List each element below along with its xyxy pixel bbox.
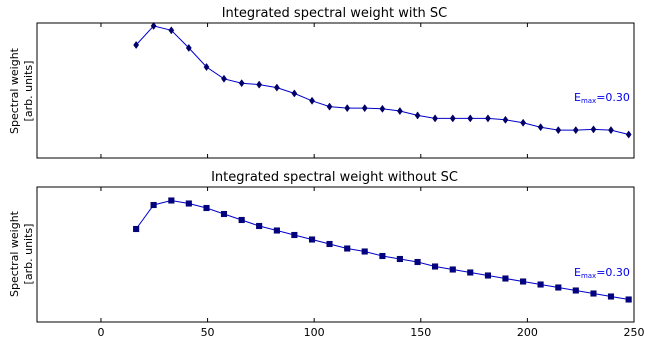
top-x-ticks xyxy=(100,23,635,158)
top-data-point xyxy=(291,89,298,98)
top-data-point xyxy=(221,74,227,83)
x-tick-label: 250 xyxy=(624,326,645,338)
top-data-point xyxy=(485,114,491,123)
top-data-point xyxy=(432,114,438,123)
bottom-data-point xyxy=(326,240,333,248)
top-data-point xyxy=(326,102,333,111)
bottom-series-markers xyxy=(133,197,632,303)
bottom-data-point xyxy=(414,258,421,266)
bottom-x-ticks: 0 50 100 150 200 250 xyxy=(97,187,645,338)
bottom-data-point xyxy=(379,252,386,260)
bottom-data-point xyxy=(220,210,228,218)
top-data-point xyxy=(572,126,579,135)
top-data-point xyxy=(608,126,614,135)
bottom-data-point xyxy=(572,287,579,294)
top-data-point xyxy=(414,111,421,120)
top-y-axis-label-line1: Spectral weight xyxy=(8,47,21,134)
x-tick-label: 150 xyxy=(410,326,431,338)
x-tick-label: 50 xyxy=(201,326,215,338)
bottom-data-point xyxy=(168,197,175,204)
bottom-chart-title: Integrated spectral weight without SC xyxy=(211,170,458,185)
bottom-data-point xyxy=(308,236,316,243)
top-data-point xyxy=(520,118,527,127)
bottom-data-point xyxy=(467,269,474,276)
x-tick-label: 200 xyxy=(517,326,538,338)
top-data-point xyxy=(590,125,597,134)
bottom-data-point xyxy=(203,204,210,212)
top-series-markers xyxy=(133,21,632,139)
top-data-point xyxy=(133,40,140,50)
bottom-data-point xyxy=(555,284,562,291)
top-panel: Integrated spectral weight with SC Spect… xyxy=(8,6,635,159)
top-data-point xyxy=(344,104,351,113)
bottom-data-point xyxy=(256,222,263,230)
bottom-plot-frame xyxy=(36,186,635,323)
bottom-data-point xyxy=(590,290,597,297)
top-data-point xyxy=(537,123,544,132)
top-data-point xyxy=(256,80,263,89)
x-tick-label: 100 xyxy=(304,326,325,338)
bottom-data-point xyxy=(133,225,140,233)
bottom-y-axis-label-line1: Spectral weight xyxy=(8,210,21,297)
top-data-point xyxy=(449,114,456,123)
top-data-point xyxy=(309,96,315,105)
bottom-y-axis-label-line2: [arb. units] xyxy=(22,224,35,285)
top-data-point xyxy=(379,104,386,113)
top-data-point xyxy=(361,104,368,113)
top-data-point xyxy=(203,62,210,72)
top-data-point xyxy=(168,26,175,35)
top-chart-title: Integrated spectral weight with SC xyxy=(222,6,448,21)
bottom-data-point xyxy=(291,231,298,239)
top-data-point xyxy=(625,130,632,139)
bottom-data-point xyxy=(185,200,192,207)
top-plot-frame xyxy=(36,22,635,159)
bottom-panel: Integrated spectral weight without SC Sp… xyxy=(8,170,645,338)
bottom-data-point xyxy=(537,281,544,288)
top-series-line xyxy=(135,25,629,135)
top-data-point xyxy=(238,79,245,88)
bottom-data-point xyxy=(625,296,632,303)
top-data-point xyxy=(150,21,157,30)
top-data-point xyxy=(273,83,280,92)
top-data-point xyxy=(185,43,192,52)
bottom-data-point xyxy=(607,293,615,300)
x-tick-label: 0 xyxy=(97,326,104,338)
bottom-data-point xyxy=(502,275,509,282)
top-data-point xyxy=(467,114,474,123)
bottom-data-point xyxy=(520,278,527,285)
bottom-data-point xyxy=(150,201,157,209)
top-data-point xyxy=(502,115,509,124)
bottom-annotation: Emax=0.30 xyxy=(574,266,630,280)
bottom-data-point xyxy=(344,245,351,252)
bottom-data-point xyxy=(238,216,245,224)
bottom-data-point xyxy=(449,266,456,273)
bottom-data-point xyxy=(484,272,491,279)
bottom-data-point xyxy=(361,248,368,255)
bottom-data-point xyxy=(273,227,280,234)
top-data-point xyxy=(396,107,403,116)
bottom-data-point xyxy=(396,255,403,263)
top-data-point xyxy=(555,126,562,135)
top-y-axis-label-line2: [arb. units] xyxy=(22,61,35,122)
top-annotation: Emax=0.30 xyxy=(574,91,630,105)
bottom-data-point xyxy=(432,263,439,270)
bottom-series-line xyxy=(135,199,629,300)
